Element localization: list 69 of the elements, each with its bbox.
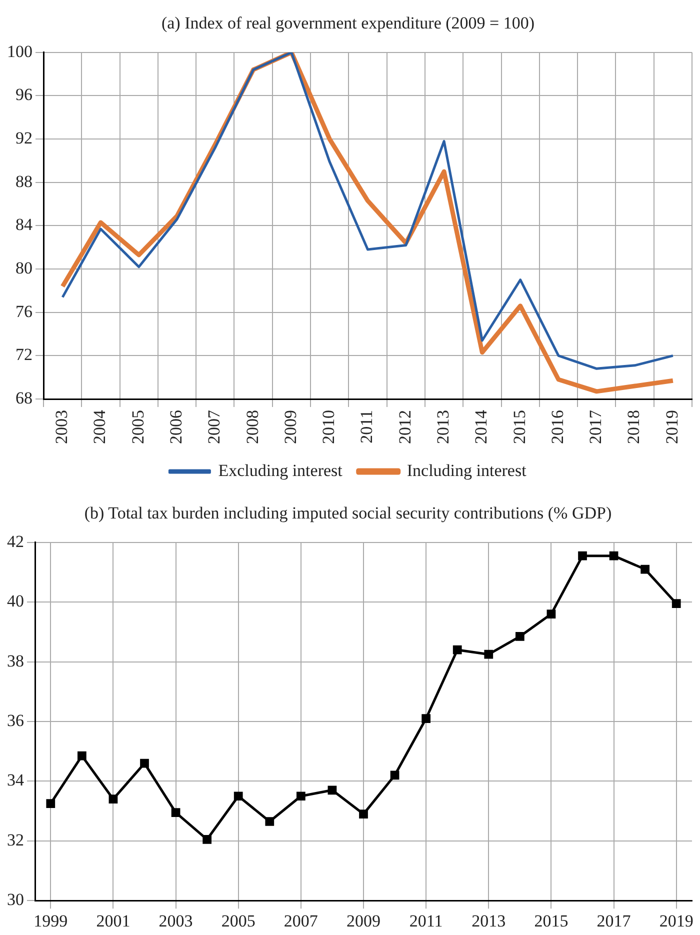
y-tick-label: 42 bbox=[7, 532, 24, 551]
x-tick-label: 1999 bbox=[34, 911, 68, 930]
x-tick-label: 2003 bbox=[158, 911, 193, 930]
point bbox=[140, 758, 149, 768]
point bbox=[422, 714, 431, 723]
x-tick-label: 2001 bbox=[96, 911, 130, 930]
y-tick-label: 38 bbox=[7, 651, 24, 670]
y-tick-label: 100 bbox=[7, 42, 32, 61]
chart-title: (b) Total tax burden including imputed social security contributions (% GDP) bbox=[84, 504, 612, 523]
point bbox=[359, 810, 368, 818]
point bbox=[296, 792, 306, 801]
y-tick-label: 92 bbox=[16, 128, 32, 148]
point bbox=[609, 551, 618, 560]
chart-title: (a) Index of real government expenditure (2009 = 100) bbox=[161, 14, 535, 33]
point bbox=[77, 751, 86, 760]
legend-label: Including interest bbox=[406, 460, 527, 480]
y-tick-label: 72 bbox=[16, 345, 32, 364]
x-tick-label: 2012 bbox=[395, 410, 414, 444]
x-tick-label: 2008 bbox=[242, 410, 262, 444]
point bbox=[265, 817, 274, 826]
y-tick-label: 30 bbox=[7, 890, 24, 910]
x-tick-label: 2003 bbox=[52, 410, 72, 444]
x-tick-label: 2015 bbox=[510, 410, 529, 444]
y-tick-label: 80 bbox=[16, 258, 32, 278]
point bbox=[108, 794, 118, 804]
point bbox=[578, 551, 587, 560]
legend-label: Excluding interest bbox=[218, 460, 343, 480]
y-tick-label: 68 bbox=[16, 388, 32, 408]
x-tick-label: 2013 bbox=[472, 911, 506, 930]
y-tick-label: 34 bbox=[7, 770, 24, 790]
y-tick-label: 40 bbox=[7, 592, 24, 611]
x-tick-label: 2004 bbox=[90, 410, 110, 444]
x-tick-label: 2010 bbox=[319, 410, 338, 444]
y-tick-label: 36 bbox=[7, 710, 24, 730]
point bbox=[515, 632, 524, 641]
y-tick-label: 32 bbox=[7, 830, 24, 850]
x-tick-label: 2006 bbox=[166, 410, 186, 444]
point bbox=[171, 808, 180, 817]
x-tick-label: 2019 bbox=[659, 911, 694, 930]
x-tick-label: 2018 bbox=[624, 410, 644, 444]
x-tick-label: 2017 bbox=[586, 410, 606, 444]
x-tick-label: 2014 bbox=[472, 410, 491, 444]
y-tick-label: 84 bbox=[16, 215, 33, 234]
x-tick-label: 2009 bbox=[280, 410, 300, 444]
x-tick-label: 2017 bbox=[596, 911, 632, 930]
x-tick-label: 2011 bbox=[357, 410, 376, 444]
point bbox=[46, 799, 56, 808]
point bbox=[484, 650, 494, 659]
point bbox=[452, 645, 462, 654]
point bbox=[328, 786, 337, 795]
point bbox=[546, 610, 556, 618]
point bbox=[390, 770, 400, 780]
x-tick-label: 2013 bbox=[434, 410, 453, 444]
x-tick-label: 2011 bbox=[409, 911, 443, 930]
x-tick-label: 2007 bbox=[284, 911, 318, 930]
y-tick-label: 88 bbox=[16, 172, 32, 191]
point bbox=[202, 834, 212, 844]
y-tick-label: 76 bbox=[16, 302, 32, 321]
x-tick-label: 2015 bbox=[534, 911, 568, 930]
x-tick-label: 2007 bbox=[204, 410, 224, 444]
point bbox=[640, 564, 650, 574]
x-tick-label: 2019 bbox=[662, 410, 682, 444]
y-tick-label: 96 bbox=[16, 85, 32, 104]
point bbox=[234, 792, 243, 801]
x-tick-label: 2009 bbox=[346, 911, 380, 930]
point bbox=[672, 599, 681, 608]
x-tick-label: 2016 bbox=[548, 410, 567, 444]
x-tick-label: 2005 bbox=[128, 410, 148, 444]
x-tick-label: 2005 bbox=[221, 911, 256, 930]
